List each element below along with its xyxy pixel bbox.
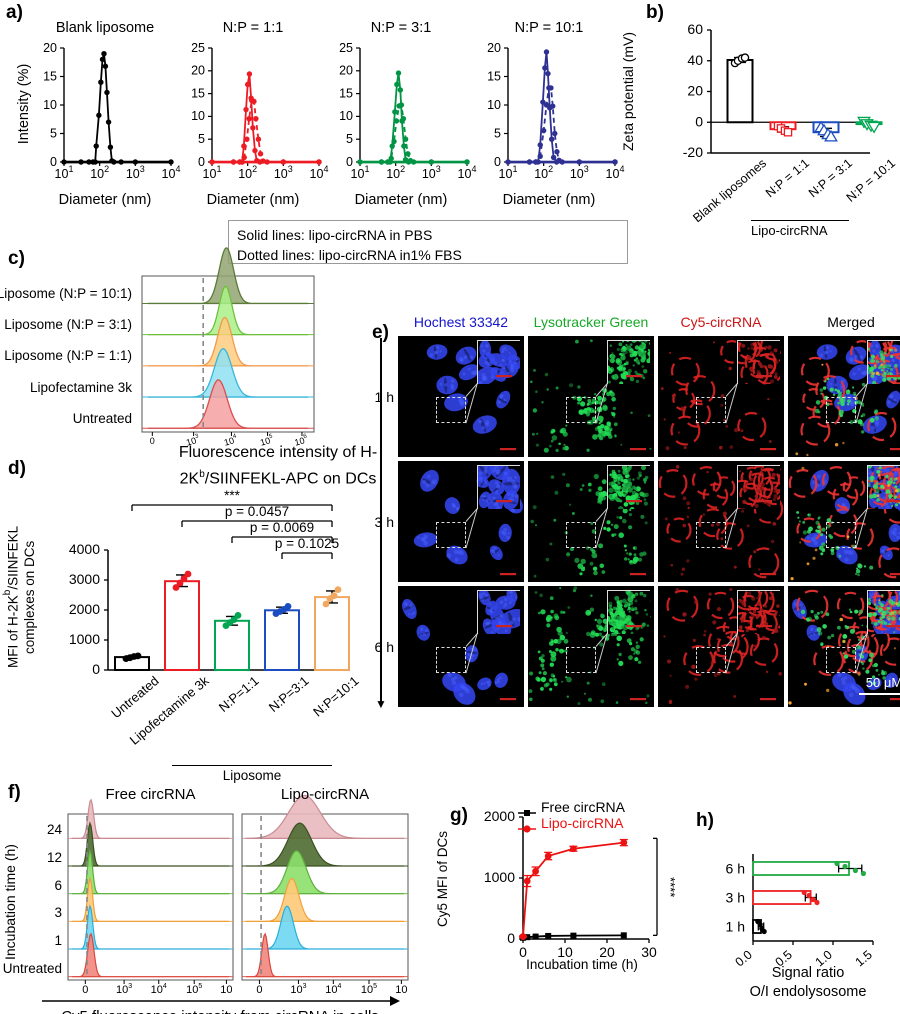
svg-text:102: 102 bbox=[238, 164, 257, 181]
svg-text:20: 20 bbox=[687, 83, 703, 99]
svg-text:1000: 1000 bbox=[69, 631, 100, 647]
svg-text:103: 103 bbox=[570, 164, 589, 181]
svg-text:15: 15 bbox=[191, 86, 205, 100]
svg-text:5: 5 bbox=[494, 126, 501, 140]
svg-text:-20: -20 bbox=[683, 144, 703, 160]
svg-text:5: 5 bbox=[50, 126, 57, 140]
svg-text:20: 20 bbox=[487, 41, 501, 55]
svg-text:102: 102 bbox=[90, 164, 109, 181]
svg-text:10: 10 bbox=[487, 98, 501, 112]
svg-text:0: 0 bbox=[695, 113, 703, 129]
svg-text:5: 5 bbox=[198, 132, 205, 146]
svg-text:40: 40 bbox=[687, 52, 703, 68]
svg-text:104: 104 bbox=[606, 164, 625, 181]
svg-text:25: 25 bbox=[339, 41, 353, 55]
svg-text:103: 103 bbox=[274, 164, 293, 181]
svg-text:20: 20 bbox=[43, 41, 57, 55]
svg-text:25: 25 bbox=[191, 41, 205, 55]
svg-text:1 h: 1 h bbox=[726, 919, 745, 935]
svg-text:0: 0 bbox=[92, 661, 100, 677]
svg-text:***: *** bbox=[224, 488, 241, 503]
svg-text:101: 101 bbox=[55, 164, 74, 181]
svg-text:102: 102 bbox=[386, 164, 405, 181]
svg-text:15: 15 bbox=[487, 69, 501, 83]
svg-text:5: 5 bbox=[346, 132, 353, 146]
svg-text:103: 103 bbox=[126, 164, 145, 181]
svg-text:4000: 4000 bbox=[69, 541, 100, 557]
svg-text:3 h: 3 h bbox=[726, 890, 745, 906]
svg-text:10: 10 bbox=[339, 109, 353, 123]
svg-text:p = 0.1025: p = 0.1025 bbox=[275, 536, 339, 551]
svg-text:2000: 2000 bbox=[484, 808, 515, 824]
svg-text:****: **** bbox=[663, 877, 678, 897]
svg-text:p = 0.0457: p = 0.0457 bbox=[225, 504, 289, 519]
svg-text:101: 101 bbox=[499, 164, 518, 181]
svg-text:20: 20 bbox=[339, 64, 353, 78]
svg-text:15: 15 bbox=[339, 86, 353, 100]
svg-text:6 h: 6 h bbox=[726, 861, 745, 877]
svg-text:20: 20 bbox=[191, 64, 205, 78]
svg-text:15: 15 bbox=[43, 69, 57, 83]
svg-text:60: 60 bbox=[687, 21, 703, 37]
svg-text:1000: 1000 bbox=[484, 869, 515, 885]
svg-text:0: 0 bbox=[507, 930, 515, 946]
svg-text:101: 101 bbox=[351, 164, 370, 181]
svg-text:10: 10 bbox=[191, 109, 205, 123]
svg-text:2000: 2000 bbox=[69, 601, 100, 617]
svg-text:3000: 3000 bbox=[69, 571, 100, 587]
svg-text:101: 101 bbox=[203, 164, 222, 181]
svg-text:103: 103 bbox=[422, 164, 441, 181]
svg-text:p = 0.0069: p = 0.0069 bbox=[250, 520, 314, 535]
svg-text:102: 102 bbox=[534, 164, 553, 181]
svg-text:10: 10 bbox=[43, 98, 57, 112]
